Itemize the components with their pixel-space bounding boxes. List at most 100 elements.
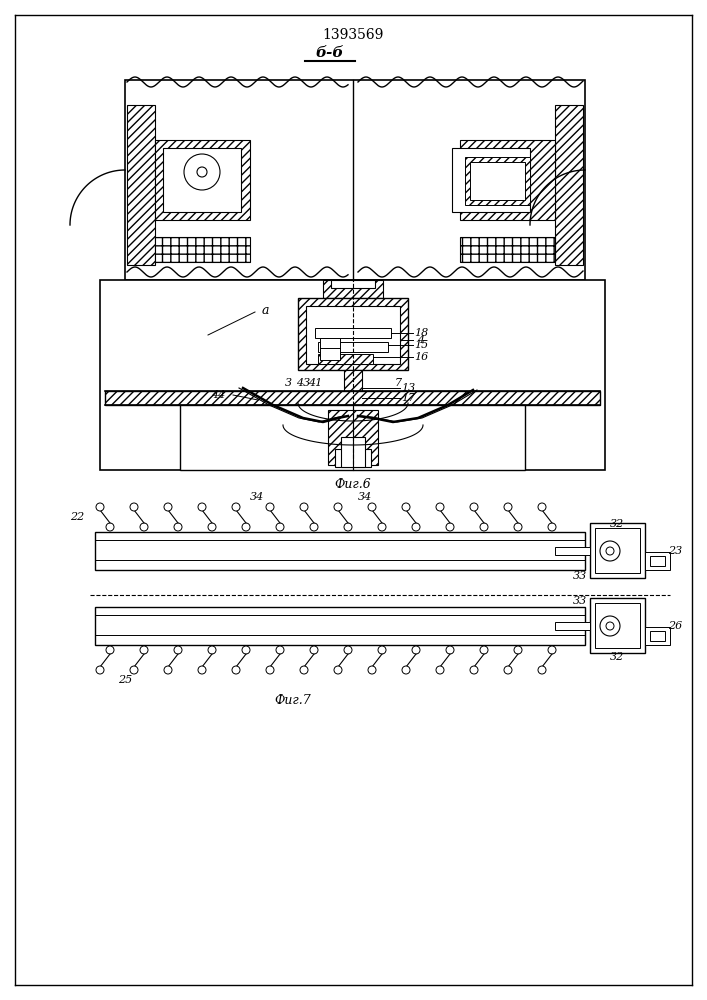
- Bar: [95, 607, 585, 645]
- Bar: [460, 237, 555, 262]
- Circle shape: [96, 503, 104, 511]
- Circle shape: [276, 523, 284, 531]
- Circle shape: [266, 666, 274, 674]
- Bar: [125, 80, 585, 280]
- Circle shape: [470, 666, 478, 674]
- Circle shape: [538, 666, 546, 674]
- Text: 18: 18: [414, 328, 428, 338]
- Circle shape: [600, 616, 620, 636]
- Bar: [460, 140, 555, 220]
- Text: 25: 25: [118, 675, 132, 685]
- Circle shape: [378, 646, 386, 654]
- Bar: [185, 317, 205, 355]
- Circle shape: [446, 646, 454, 654]
- Circle shape: [300, 666, 308, 674]
- Circle shape: [208, 523, 216, 531]
- Text: 3: 3: [284, 378, 291, 388]
- Circle shape: [480, 646, 488, 654]
- Bar: [155, 237, 250, 262]
- Bar: [323, 280, 383, 298]
- Bar: [95, 532, 585, 570]
- Bar: [170, 295, 250, 375]
- Bar: [180, 405, 525, 470]
- Circle shape: [106, 523, 114, 531]
- Circle shape: [344, 523, 352, 531]
- Bar: [341, 437, 365, 467]
- Bar: [348, 406, 358, 418]
- Text: 7: 7: [395, 378, 402, 388]
- Circle shape: [140, 523, 148, 531]
- Bar: [331, 280, 375, 288]
- Text: 26: 26: [668, 621, 682, 631]
- Bar: [306, 306, 400, 364]
- Bar: [178, 307, 243, 367]
- Circle shape: [300, 503, 308, 511]
- Circle shape: [164, 503, 172, 511]
- Bar: [335, 449, 371, 467]
- Bar: [650, 631, 665, 641]
- Circle shape: [184, 154, 220, 190]
- Text: 15: 15: [414, 340, 428, 350]
- Circle shape: [344, 646, 352, 654]
- Text: 34: 34: [357, 492, 372, 502]
- Bar: [555, 105, 583, 265]
- Bar: [318, 354, 373, 364]
- Bar: [465, 157, 530, 205]
- Bar: [650, 556, 665, 566]
- Circle shape: [276, 646, 284, 654]
- Text: 32: 32: [610, 519, 624, 529]
- Bar: [555, 622, 590, 630]
- Circle shape: [334, 503, 342, 511]
- Bar: [350, 418, 356, 424]
- Bar: [315, 328, 391, 338]
- Text: а: а: [262, 304, 269, 316]
- Circle shape: [106, 646, 114, 654]
- Circle shape: [310, 646, 318, 654]
- Bar: [460, 295, 540, 375]
- Circle shape: [368, 666, 376, 674]
- Bar: [298, 298, 408, 370]
- Circle shape: [480, 523, 488, 531]
- Circle shape: [606, 622, 614, 630]
- Circle shape: [130, 503, 138, 511]
- Text: 17: 17: [401, 393, 415, 403]
- Circle shape: [548, 523, 556, 531]
- Bar: [477, 317, 497, 355]
- Circle shape: [130, 666, 138, 674]
- Circle shape: [378, 523, 386, 531]
- Circle shape: [197, 167, 207, 177]
- Circle shape: [504, 503, 512, 511]
- Bar: [346, 398, 360, 406]
- Bar: [452, 148, 530, 212]
- Bar: [344, 370, 362, 398]
- Circle shape: [412, 646, 420, 654]
- Bar: [595, 603, 640, 648]
- Circle shape: [402, 666, 410, 674]
- Circle shape: [174, 523, 182, 531]
- Circle shape: [140, 646, 148, 654]
- Bar: [328, 410, 378, 465]
- Text: 23: 23: [668, 546, 682, 556]
- Bar: [320, 338, 340, 360]
- Bar: [180, 312, 210, 362]
- Circle shape: [514, 523, 522, 531]
- Text: 16: 16: [414, 352, 428, 362]
- Text: 41: 41: [308, 378, 322, 388]
- Circle shape: [600, 541, 620, 561]
- Text: 22: 22: [70, 512, 84, 522]
- Circle shape: [606, 547, 614, 555]
- Circle shape: [470, 503, 478, 511]
- Bar: [645, 552, 670, 570]
- Text: 13: 13: [401, 383, 415, 393]
- Circle shape: [436, 666, 444, 674]
- Text: 32: 32: [610, 652, 624, 662]
- Circle shape: [164, 666, 172, 674]
- Text: 33: 33: [573, 571, 587, 581]
- Circle shape: [334, 666, 342, 674]
- Text: 1393569: 1393569: [322, 28, 384, 42]
- Circle shape: [174, 646, 182, 654]
- Bar: [555, 547, 590, 555]
- Circle shape: [232, 666, 240, 674]
- Text: б-б: б-б: [316, 46, 344, 60]
- Circle shape: [538, 503, 546, 511]
